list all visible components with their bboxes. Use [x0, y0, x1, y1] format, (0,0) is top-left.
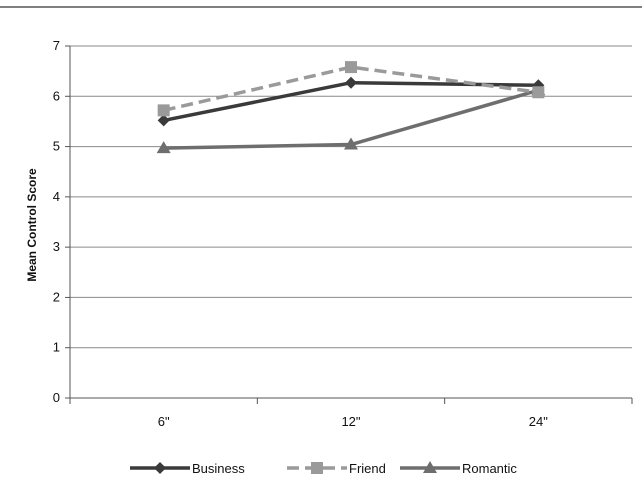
legend-label: Friend	[349, 461, 386, 476]
data-point-business	[157, 114, 170, 127]
x-tick-labels: 6" 12" 24"	[158, 414, 549, 429]
x-tick-label: 24"	[529, 414, 548, 429]
y-tick-label: 2	[53, 289, 60, 304]
series-romantic	[156, 83, 546, 154]
series-group	[156, 61, 546, 154]
legend-label: Business	[192, 461, 245, 476]
series-friend	[157, 61, 545, 117]
x-tick-label: 6"	[158, 414, 170, 429]
y-tick-labels: 0 1 2 3 4 5 6 7	[53, 38, 60, 405]
data-point-friend	[532, 86, 545, 99]
y-axis-title: Mean Control Score	[25, 168, 39, 282]
data-point-romantic	[156, 141, 171, 154]
legend-item-friend: Friend	[287, 461, 386, 476]
legend-marker	[154, 462, 166, 474]
legend: Business Friend Romantic	[130, 461, 517, 476]
y-tick-label: 4	[53, 189, 60, 204]
legend-marker	[311, 462, 323, 474]
y-tick-label: 6	[53, 88, 60, 103]
gridlines	[70, 45, 632, 349]
data-point-romantic	[344, 137, 358, 150]
legend-item-business: Business	[130, 461, 245, 476]
data-point-business	[345, 76, 357, 89]
y-tick-label: 3	[53, 239, 60, 254]
legend-marker	[423, 461, 437, 473]
y-tick-label: 7	[53, 38, 60, 53]
y-tick-label: 0	[53, 390, 60, 405]
series-business	[157, 76, 545, 127]
legend-label: Romantic	[462, 461, 517, 476]
y-tick-label: 1	[53, 340, 60, 355]
x-tick-label: 12"	[341, 414, 360, 429]
y-tick-label: 5	[53, 139, 60, 154]
series-line-friend	[163, 65, 539, 113]
legend-item-romantic: Romantic	[400, 461, 517, 476]
axes	[65, 45, 633, 404]
data-point-friend	[157, 104, 170, 117]
data-point-friend	[345, 61, 357, 74]
